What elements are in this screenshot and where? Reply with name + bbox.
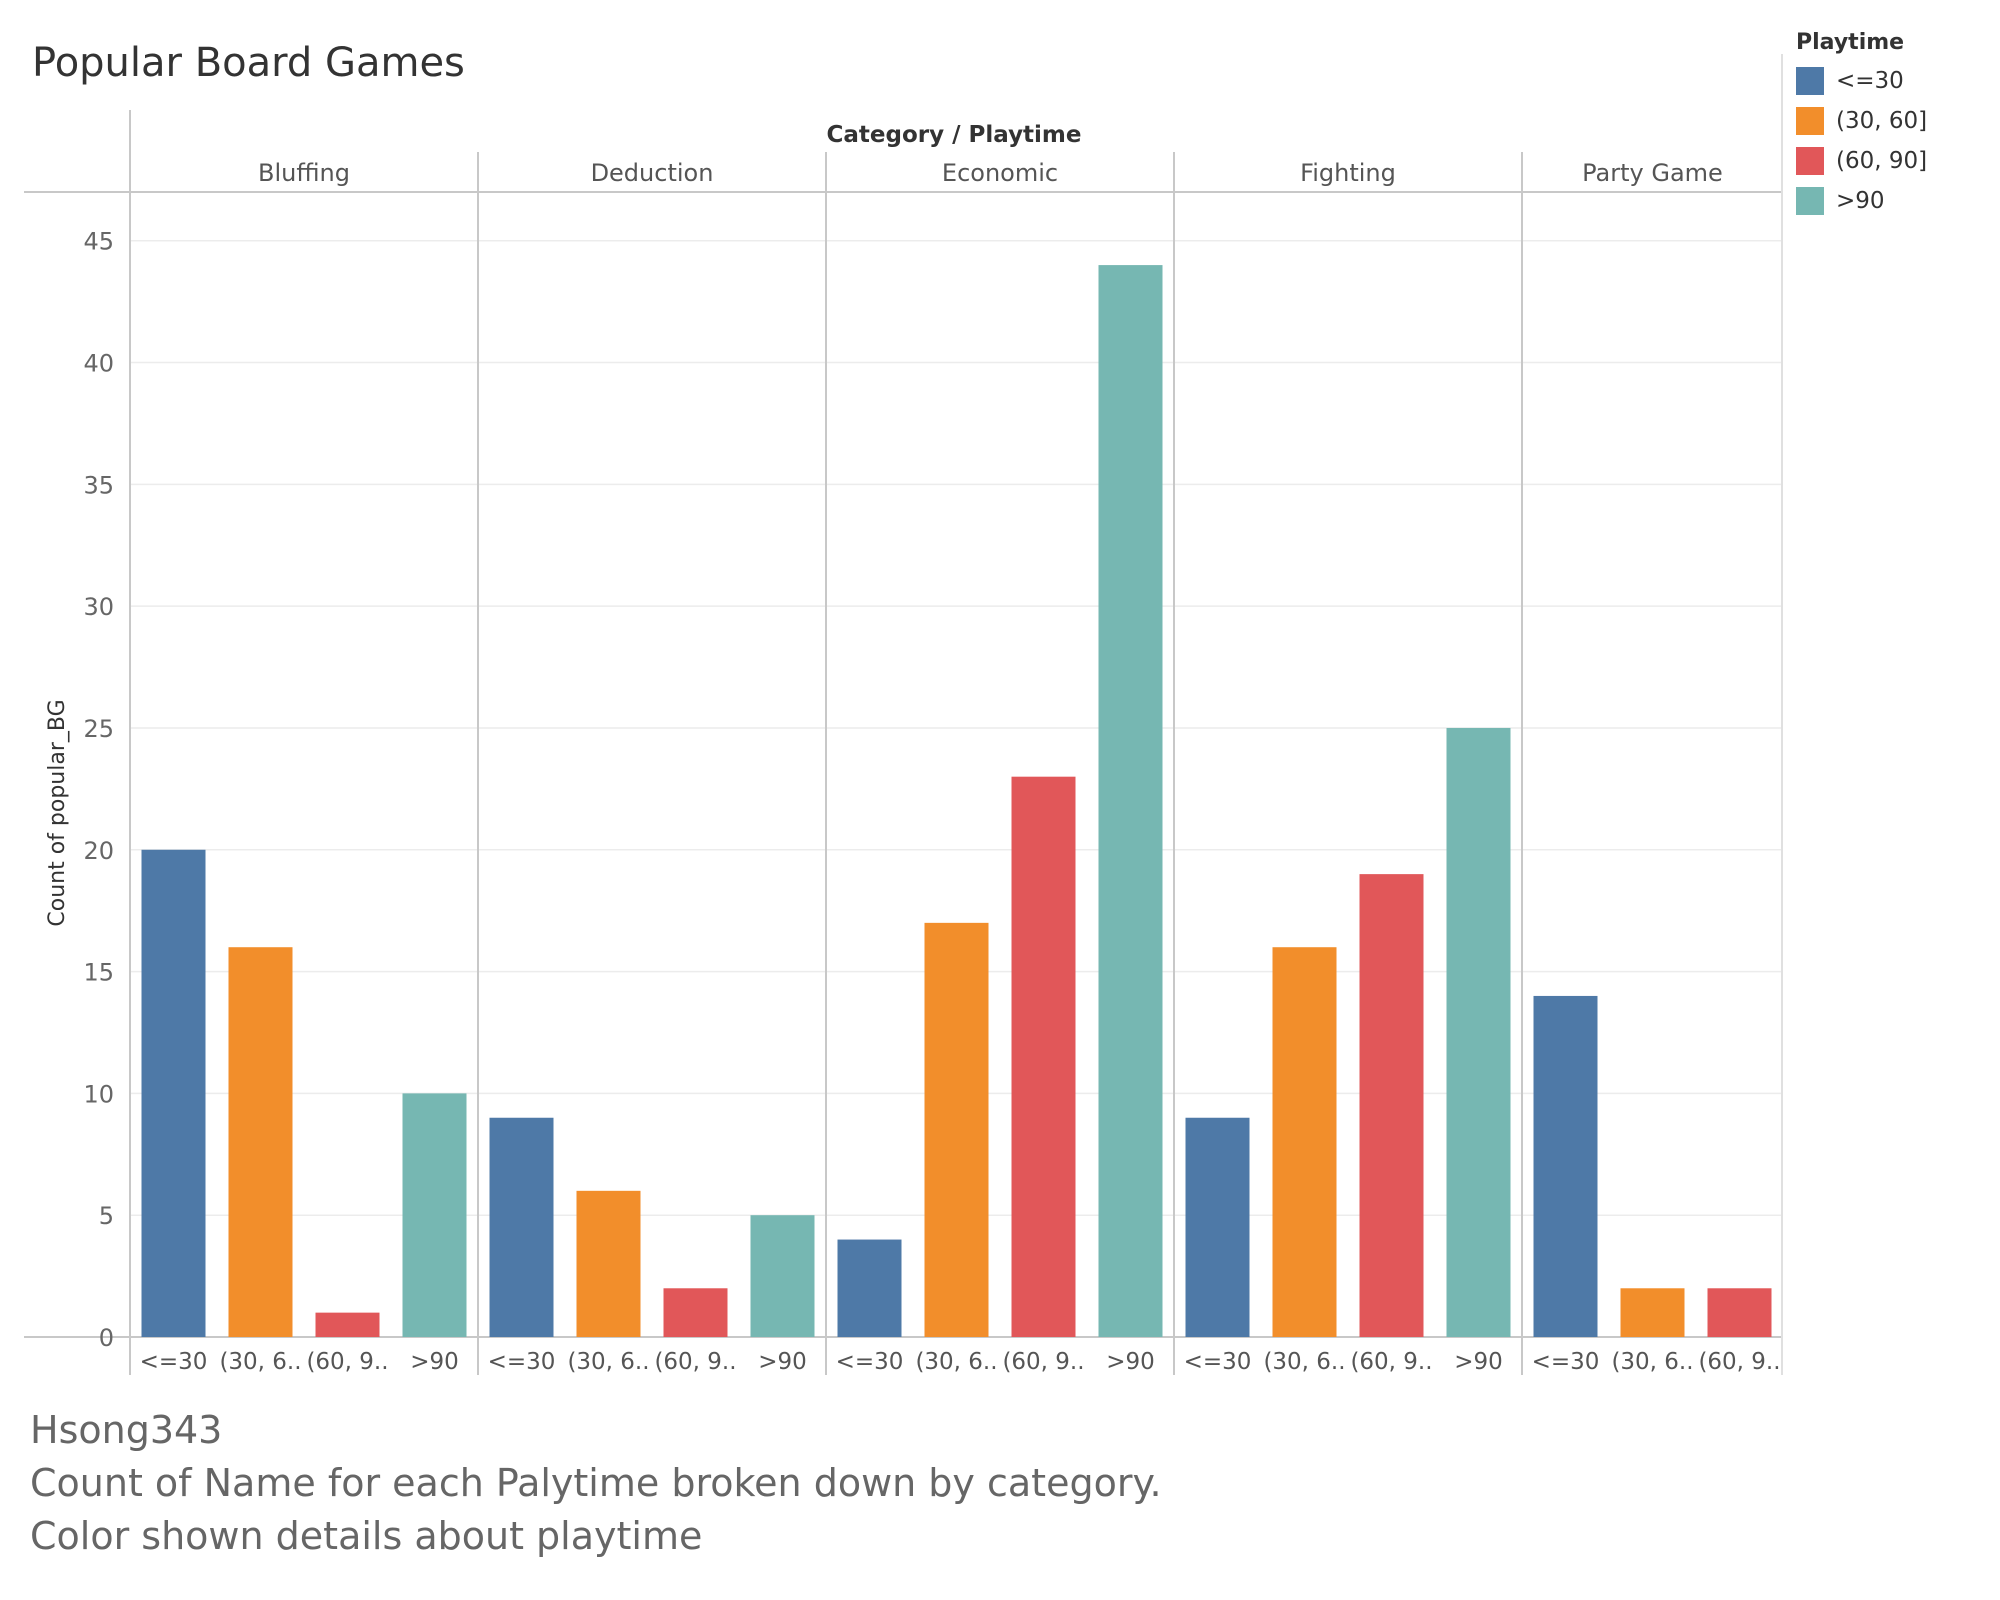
legend-label: <=30 (1836, 68, 1904, 94)
legend-item: >90 (1796, 181, 1986, 221)
x-tick-label: (30, 6.. (1263, 1349, 1345, 1375)
bar (750, 1215, 815, 1337)
header-label: Category / Playtime (827, 122, 1082, 148)
x-tick-label: (60, 9.. (1350, 1349, 1432, 1375)
bars (141, 265, 1772, 1338)
legend-label: (60, 90] (1836, 148, 1928, 174)
bar (315, 1312, 380, 1337)
bar (663, 1288, 728, 1337)
x-tick-label: (30, 6.. (219, 1349, 301, 1375)
legend-swatch (1796, 107, 1824, 135)
legend-item: <=30 (1796, 61, 1986, 101)
y-tick-label: 0 (99, 1324, 114, 1352)
x-tick-label: (30, 6.. (915, 1349, 997, 1375)
y-tick-label: 45 (83, 228, 114, 256)
caption: Hsong343 Count of Name for each Palytime… (30, 1404, 1162, 1563)
bar (1707, 1288, 1772, 1337)
category-header-party-game: Party Game (1582, 159, 1723, 187)
category-headers: Bluffing Deduction Economic Fighting Party G… (258, 159, 1723, 187)
legend-swatch (1796, 187, 1824, 215)
x-tick-label: >90 (410, 1349, 459, 1375)
x-tick-label: (30, 6.. (1611, 1349, 1693, 1375)
bar (1620, 1288, 1685, 1337)
bar (1272, 947, 1337, 1337)
x-axis-ticks: <=30 (30, 6.. (60, 9.. >90 <=30 (30, 6.. (60, … (140, 1349, 1781, 1375)
x-tick-label: >90 (1454, 1349, 1503, 1375)
bar (1359, 874, 1424, 1337)
chart-title: Popular Board Games (32, 40, 465, 86)
bar (141, 849, 206, 1337)
y-axis-ticks: 0 5 10 15 20 25 30 35 40 45 (83, 228, 114, 1352)
bar (1098, 265, 1163, 1338)
legend-label: (30, 60] (1836, 108, 1928, 134)
legend-swatch (1796, 67, 1824, 95)
legend-swatch (1796, 147, 1824, 175)
y-tick-label: 30 (83, 593, 114, 621)
category-header-deduction: Deduction (591, 159, 714, 187)
category-header-economic: Economic (942, 159, 1058, 187)
y-tick-label: 35 (83, 471, 114, 499)
x-tick-label: <=30 (1532, 1349, 1600, 1375)
caption-line-2: Color shown details about playtime (30, 1514, 703, 1558)
x-tick-label: (30, 6.. (567, 1349, 649, 1375)
bar (837, 1239, 902, 1337)
x-tick-label: >90 (758, 1349, 807, 1375)
x-tick-label: <=30 (488, 1349, 556, 1375)
y-tick-label: 5 (99, 1202, 114, 1230)
bar (924, 922, 989, 1337)
legend-item: (30, 60] (1796, 101, 1986, 141)
x-tick-label: <=30 (836, 1349, 904, 1375)
x-tick-label: >90 (1106, 1349, 1155, 1375)
caption-author: Hsong343 (30, 1408, 223, 1452)
x-tick-label: (60, 9.. (1698, 1349, 1780, 1375)
bar (228, 947, 293, 1337)
x-tick-label: (60, 9.. (1002, 1349, 1084, 1375)
legend-item: (60, 90] (1796, 141, 1986, 181)
bar (402, 1093, 467, 1337)
x-tick-label: <=30 (1184, 1349, 1252, 1375)
y-tick-label: 10 (83, 1080, 114, 1108)
legend-label: >90 (1836, 188, 1885, 214)
bar (489, 1117, 554, 1337)
bar (1446, 727, 1511, 1337)
legend-title: Playtime (1796, 30, 1905, 55)
bar (1011, 776, 1076, 1337)
y-tick-label: 15 (83, 959, 114, 987)
bar (1185, 1117, 1250, 1337)
bar (576, 1190, 641, 1337)
bar (1533, 995, 1598, 1337)
x-tick-label: (60, 9.. (306, 1349, 388, 1375)
y-tick-label: 25 (83, 715, 114, 743)
legend-items: <=30 (30, 60] (60, 90] >90 (1796, 61, 1986, 221)
legend: Playtime <=30 (30, 60] (60, 90] >90 (1796, 30, 1986, 221)
y-tick-label: 40 (83, 350, 114, 378)
y-tick-label: 20 (83, 837, 114, 865)
category-header-fighting: Fighting (1300, 159, 1396, 187)
x-tick-label: <=30 (140, 1349, 208, 1375)
caption-line-1: Count of Name for each Palytime broken d… (30, 1461, 1162, 1505)
y-axis-label: Count of popular_BG (45, 699, 70, 926)
x-tick-label: (60, 9.. (654, 1349, 736, 1375)
category-header-bluffing: Bluffing (258, 159, 350, 187)
